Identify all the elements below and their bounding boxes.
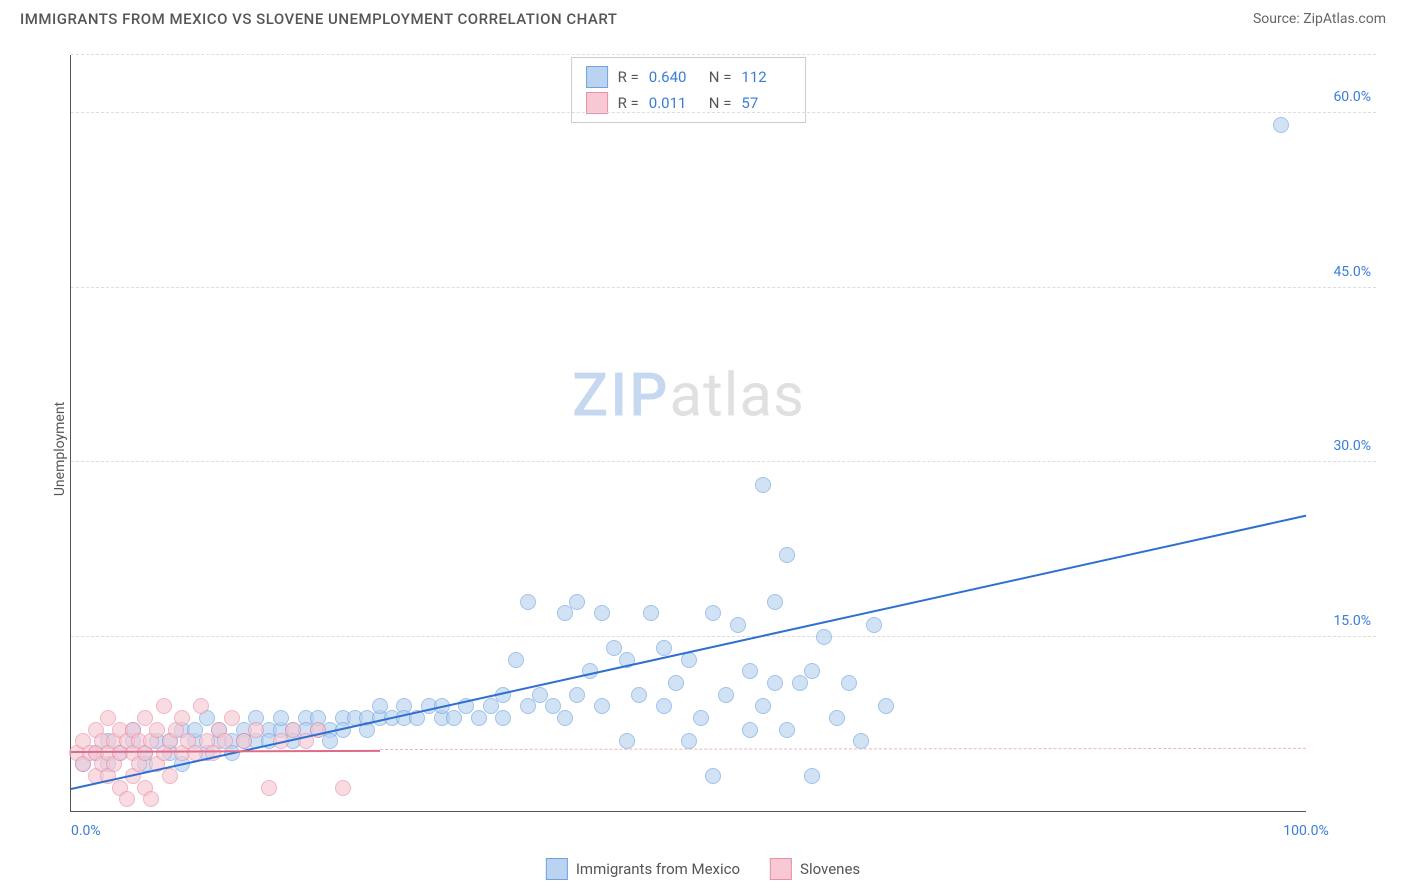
stats-row-mexico: R = 0.640 N = 112 bbox=[586, 64, 792, 90]
data-point-mexico bbox=[841, 675, 857, 691]
n-label: N = bbox=[709, 68, 732, 86]
data-point-mexico bbox=[594, 605, 610, 621]
data-point-slovenes bbox=[119, 791, 135, 807]
r-label: R = bbox=[618, 94, 639, 112]
data-point-mexico bbox=[742, 722, 758, 738]
n-value-slovenes: 57 bbox=[741, 94, 791, 112]
data-point-mexico bbox=[755, 698, 771, 714]
data-point-mexico bbox=[446, 710, 462, 726]
x-tick-label: 0.0% bbox=[71, 823, 101, 839]
data-point-mexico bbox=[804, 663, 820, 679]
data-point-mexico bbox=[508, 652, 524, 668]
data-point-slovenes bbox=[335, 780, 351, 796]
source-prefix: Source: bbox=[1253, 11, 1303, 27]
data-point-mexico bbox=[619, 733, 635, 749]
data-point-slovenes bbox=[193, 698, 209, 714]
legend-label-slovenes: Slovenes bbox=[800, 860, 860, 878]
data-point-slovenes bbox=[162, 768, 178, 784]
y-tick-label: 30.0% bbox=[1333, 438, 1371, 454]
data-point-mexico bbox=[853, 733, 869, 749]
chart-title: IMMIGRANTS FROM MEXICO VS SLOVENE UNEMPL… bbox=[20, 10, 617, 28]
source-attribution: Source: ZipAtlas.com bbox=[1253, 11, 1386, 27]
x-tick-label: 100.0% bbox=[1283, 823, 1328, 839]
data-point-mexico bbox=[631, 687, 647, 703]
data-point-mexico bbox=[866, 617, 882, 633]
data-point-mexico bbox=[656, 698, 672, 714]
n-label: N = bbox=[709, 94, 732, 112]
data-point-slovenes bbox=[261, 780, 277, 796]
data-point-mexico bbox=[594, 698, 610, 714]
data-point-mexico bbox=[742, 663, 758, 679]
swatch-mexico bbox=[586, 66, 608, 88]
chart-area: Unemployment ZIPatlas R = 0.640 N = 112 … bbox=[50, 55, 1376, 842]
data-point-slovenes bbox=[143, 791, 159, 807]
data-point-slovenes bbox=[156, 698, 172, 714]
data-point-mexico bbox=[693, 710, 709, 726]
data-point-slovenes bbox=[236, 733, 252, 749]
data-point-mexico bbox=[569, 594, 585, 610]
data-point-mexico bbox=[816, 629, 832, 645]
chart-header: IMMIGRANTS FROM MEXICO VS SLOVENE UNEMPL… bbox=[0, 0, 1406, 38]
data-point-mexico bbox=[779, 547, 795, 563]
legend-label-mexico: Immigrants from Mexico bbox=[576, 860, 740, 878]
data-point-mexico bbox=[643, 605, 659, 621]
data-point-mexico bbox=[322, 733, 338, 749]
y-tick-label: 45.0% bbox=[1333, 264, 1371, 280]
data-point-mexico bbox=[804, 768, 820, 784]
data-point-mexico bbox=[755, 477, 771, 493]
data-point-mexico bbox=[656, 640, 672, 656]
data-point-slovenes bbox=[248, 722, 264, 738]
r-label: R = bbox=[618, 68, 639, 86]
data-point-mexico bbox=[471, 710, 487, 726]
data-point-mexico bbox=[730, 617, 746, 633]
legend-item-slovenes: Slovenes bbox=[770, 858, 860, 880]
swatch-slovenes bbox=[586, 92, 608, 114]
data-point-slovenes bbox=[217, 733, 233, 749]
data-point-mexico bbox=[767, 594, 783, 610]
watermark-zip: ZIP bbox=[572, 360, 669, 431]
data-point-mexico bbox=[557, 605, 573, 621]
data-point-mexico bbox=[779, 722, 795, 738]
data-point-mexico bbox=[520, 594, 536, 610]
data-point-mexico bbox=[668, 675, 684, 691]
data-point-mexico bbox=[829, 710, 845, 726]
n-value-mexico: 112 bbox=[741, 68, 791, 86]
data-point-slovenes bbox=[174, 710, 190, 726]
y-axis-label: Unemployment bbox=[52, 401, 68, 495]
data-point-mexico bbox=[792, 675, 808, 691]
swatch-mexico-icon bbox=[546, 858, 568, 880]
series-legend: Immigrants from Mexico Slovenes bbox=[546, 858, 860, 880]
data-point-mexico bbox=[495, 710, 511, 726]
watermark: ZIPatlas bbox=[572, 360, 805, 431]
y-tick-label: 15.0% bbox=[1333, 613, 1371, 629]
data-point-mexico bbox=[767, 675, 783, 691]
data-point-mexico bbox=[705, 605, 721, 621]
gridline bbox=[71, 636, 1376, 637]
gridline bbox=[71, 287, 1376, 288]
data-point-mexico bbox=[681, 733, 697, 749]
gridline bbox=[71, 54, 1376, 55]
r-value-mexico: 0.640 bbox=[649, 68, 699, 86]
data-point-mexico bbox=[878, 698, 894, 714]
r-value-slovenes: 0.011 bbox=[649, 94, 699, 112]
data-point-mexico bbox=[569, 687, 585, 703]
swatch-slovenes-icon bbox=[770, 858, 792, 880]
gridline bbox=[71, 461, 1376, 462]
y-tick-label: 60.0% bbox=[1333, 89, 1371, 105]
legend-item-mexico: Immigrants from Mexico bbox=[546, 858, 740, 880]
trend-line-dashed bbox=[380, 748, 1306, 750]
data-point-mexico bbox=[718, 687, 734, 703]
data-point-mexico bbox=[557, 710, 573, 726]
gridline bbox=[71, 112, 1376, 113]
data-point-mexico bbox=[705, 768, 721, 784]
watermark-atlas: atlas bbox=[670, 360, 805, 431]
data-point-mexico bbox=[1273, 117, 1289, 133]
source-name: ZipAtlas.com bbox=[1303, 11, 1386, 27]
data-point-mexico bbox=[520, 698, 536, 714]
data-point-slovenes bbox=[224, 710, 240, 726]
scatter-plot: ZIPatlas R = 0.640 N = 112 R = 0.011 N =… bbox=[70, 55, 1306, 812]
